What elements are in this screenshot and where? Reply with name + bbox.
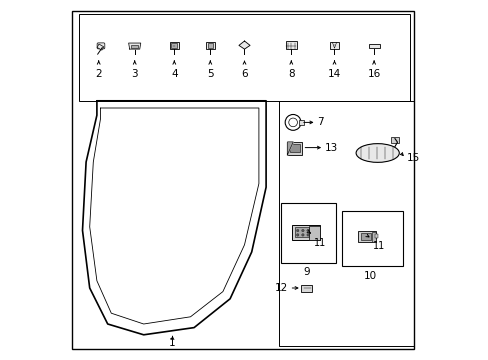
Text: 3: 3 [131, 69, 138, 79]
Bar [360, 233, 370, 240]
Text: 12: 12 [274, 283, 287, 293]
Text: 8: 8 [287, 69, 294, 79]
Text: 5: 5 [206, 69, 213, 79]
Text: 1: 1 [169, 338, 176, 348]
Bar [329, 42, 338, 49]
Bar [371, 233, 375, 242]
Text: 11: 11 [372, 241, 384, 251]
Circle shape [296, 229, 298, 232]
Bar [308, 226, 319, 240]
Bar [79, 14, 409, 101]
FancyBboxPatch shape [97, 43, 104, 49]
Text: 7: 7 [317, 117, 323, 127]
Bar [207, 43, 212, 48]
Circle shape [296, 234, 298, 236]
Bar [292, 225, 319, 240]
Bar [205, 42, 214, 49]
Polygon shape [287, 142, 293, 154]
Circle shape [306, 229, 309, 232]
Bar [97, 44, 103, 50]
Bar [357, 231, 375, 242]
Text: 9: 9 [303, 267, 309, 277]
Polygon shape [128, 43, 141, 49]
Text: 11: 11 [313, 238, 325, 248]
Bar [390, 137, 398, 143]
Text: 2: 2 [95, 69, 102, 79]
Bar [298, 120, 303, 125]
Circle shape [301, 234, 304, 236]
Bar [131, 45, 138, 48]
Bar [278, 101, 413, 346]
Text: 16: 16 [366, 69, 380, 79]
Bar [374, 234, 377, 238]
Text: 6: 6 [241, 69, 247, 79]
Text: 14: 14 [327, 69, 341, 79]
Bar [171, 43, 177, 48]
Bar [341, 211, 402, 266]
Text: 4: 4 [171, 69, 177, 79]
Polygon shape [239, 41, 249, 49]
Bar [290, 144, 299, 152]
Bar [285, 41, 296, 49]
Bar [294, 227, 308, 237]
Bar [169, 41, 179, 49]
Bar [287, 142, 302, 154]
Bar [280, 203, 336, 263]
Ellipse shape [355, 144, 399, 162]
Text: 13: 13 [324, 143, 337, 153]
Circle shape [306, 234, 309, 236]
Bar [368, 44, 379, 48]
Circle shape [301, 229, 304, 232]
Text: 10: 10 [363, 271, 376, 281]
Bar [301, 285, 311, 292]
Text: 15: 15 [406, 153, 419, 163]
